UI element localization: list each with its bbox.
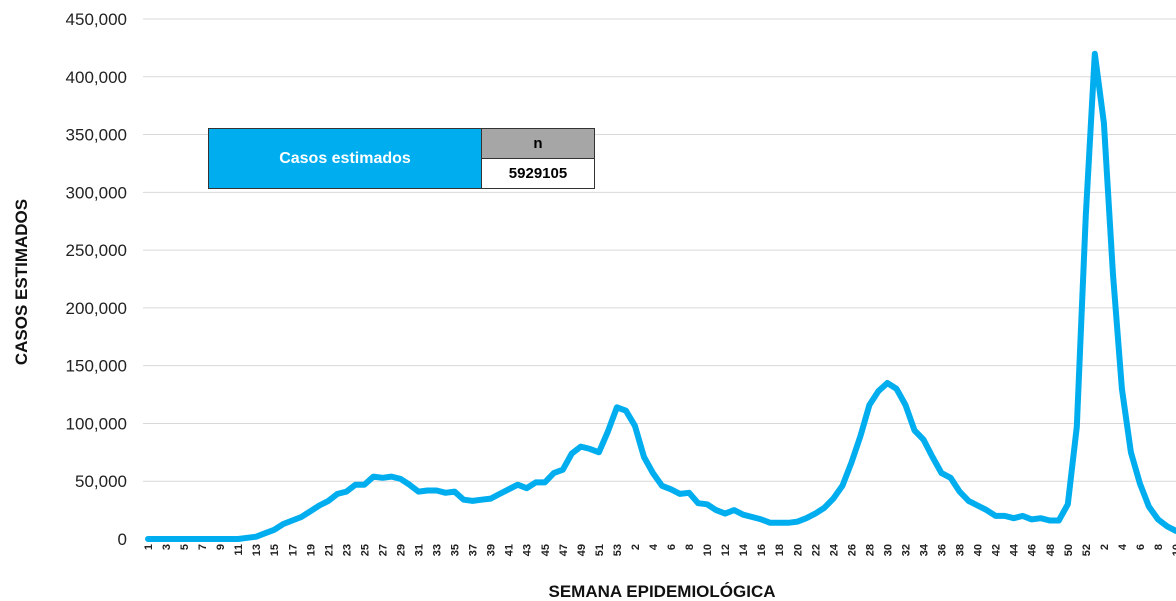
x-tick-label: 15 bbox=[269, 544, 281, 556]
info-box-label: Casos estimados bbox=[209, 129, 482, 188]
x-tick-label: 8 bbox=[1153, 544, 1165, 550]
x-tick-label: 14 bbox=[738, 543, 750, 556]
y-axis-title: CASOS ESTIMADOS bbox=[12, 199, 31, 365]
x-tick-label: 43 bbox=[522, 544, 534, 556]
x-tick-label: 49 bbox=[576, 544, 588, 556]
x-tick-label: 21 bbox=[323, 544, 335, 556]
x-tick-label: 38 bbox=[955, 544, 967, 556]
y-tick-label: 450,000 bbox=[66, 10, 127, 29]
x-tick-label: 47 bbox=[558, 544, 570, 556]
y-axis-ticks: 0 50,000 100,000 150,000 200,000 250,000 300,0… bbox=[66, 10, 127, 549]
y-tick-label: 0 bbox=[118, 530, 127, 549]
y-tick-label: 300,000 bbox=[66, 183, 127, 202]
x-tick-label: 5 bbox=[179, 544, 191, 550]
x-tick-label: 35 bbox=[450, 544, 462, 556]
x-tick-label: 19 bbox=[305, 544, 317, 556]
x-tick-label: 27 bbox=[377, 544, 389, 556]
y-tick-label: 400,000 bbox=[66, 68, 127, 87]
x-tick-label: 48 bbox=[1045, 544, 1057, 556]
x-tick-label: 6 bbox=[1135, 544, 1147, 550]
x-tick-label: 8 bbox=[684, 544, 696, 550]
x-tick-label: 45 bbox=[540, 544, 552, 556]
x-tick-label: 30 bbox=[882, 544, 894, 556]
x-tick-label: 34 bbox=[919, 543, 931, 556]
x-tick-label: 2 bbox=[630, 544, 642, 550]
x-tick-label: 4 bbox=[1117, 543, 1129, 550]
x-tick-label: 1 bbox=[143, 544, 155, 550]
x-tick-label: 39 bbox=[486, 544, 498, 556]
x-tick-label: 20 bbox=[792, 544, 804, 556]
x-tick-label: 16 bbox=[756, 544, 768, 556]
x-tick-label: 4 bbox=[648, 543, 660, 550]
x-tick-label: 10 bbox=[702, 544, 714, 556]
x-tick-label: 29 bbox=[395, 544, 407, 556]
x-tick-label: 10 bbox=[1171, 544, 1176, 556]
x-tick-label: 28 bbox=[864, 544, 876, 556]
x-tick-label: 18 bbox=[774, 544, 786, 556]
x-tick-label: 26 bbox=[846, 544, 858, 556]
series-line-group bbox=[145, 50, 1176, 542]
x-tick-label: 40 bbox=[973, 544, 985, 556]
series-line bbox=[145, 50, 1176, 542]
info-box-header: n bbox=[482, 129, 594, 159]
x-tick-label: 13 bbox=[251, 544, 263, 556]
x-tick-label: 25 bbox=[359, 544, 371, 556]
x-tick-label: 37 bbox=[468, 544, 480, 556]
x-tick-label: 6 bbox=[666, 544, 678, 550]
x-tick-label: 44 bbox=[1009, 543, 1021, 556]
y-tick-label: 100,000 bbox=[66, 414, 127, 433]
x-tick-label: 41 bbox=[504, 544, 516, 556]
info-box: Casos estimados n 5929105 bbox=[208, 128, 595, 189]
x-tick-label: 9 bbox=[215, 544, 227, 550]
x-axis-title: SEMANA EPIDEMIOLÓGICA bbox=[549, 582, 776, 601]
y-tick-label: 50,000 bbox=[75, 472, 127, 491]
x-tick-label: 33 bbox=[432, 544, 444, 556]
x-tick-label: 17 bbox=[287, 544, 299, 556]
x-tick-label: 50 bbox=[1063, 544, 1075, 556]
x-tick-label: 51 bbox=[594, 544, 606, 556]
x-tick-label: 22 bbox=[810, 544, 822, 556]
x-tick-label: 42 bbox=[991, 544, 1003, 556]
x-tick-label: 32 bbox=[900, 544, 912, 556]
x-axis-ticks: 1 3 5 7 9 11 13 15 17 19 21 23 25 27 29 31 33 35 37 39 41 43 4… bbox=[143, 543, 1176, 556]
x-tick-label: 7 bbox=[197, 544, 209, 550]
x-tick-label: 31 bbox=[414, 544, 426, 556]
x-tick-label: 52 bbox=[1081, 544, 1093, 556]
gridlines bbox=[143, 18, 1176, 482]
x-tick-label: 23 bbox=[341, 544, 353, 556]
x-tick-label: 36 bbox=[937, 544, 949, 556]
x-tick-label: 3 bbox=[161, 544, 173, 550]
y-tick-label: 200,000 bbox=[66, 299, 127, 318]
info-box-value: 5929105 bbox=[482, 159, 594, 188]
info-box-right: n 5929105 bbox=[482, 129, 594, 188]
y-tick-label: 250,000 bbox=[66, 241, 127, 260]
x-tick-label: 53 bbox=[612, 544, 624, 556]
x-tick-label: 24 bbox=[828, 543, 840, 556]
y-tick-label: 350,000 bbox=[66, 126, 127, 145]
y-tick-label: 150,000 bbox=[66, 357, 127, 376]
x-tick-label: 11 bbox=[233, 544, 245, 556]
x-tick-label: 2 bbox=[1099, 544, 1111, 550]
x-tick-label: 12 bbox=[720, 544, 732, 556]
x-tick-label: 46 bbox=[1027, 544, 1039, 556]
